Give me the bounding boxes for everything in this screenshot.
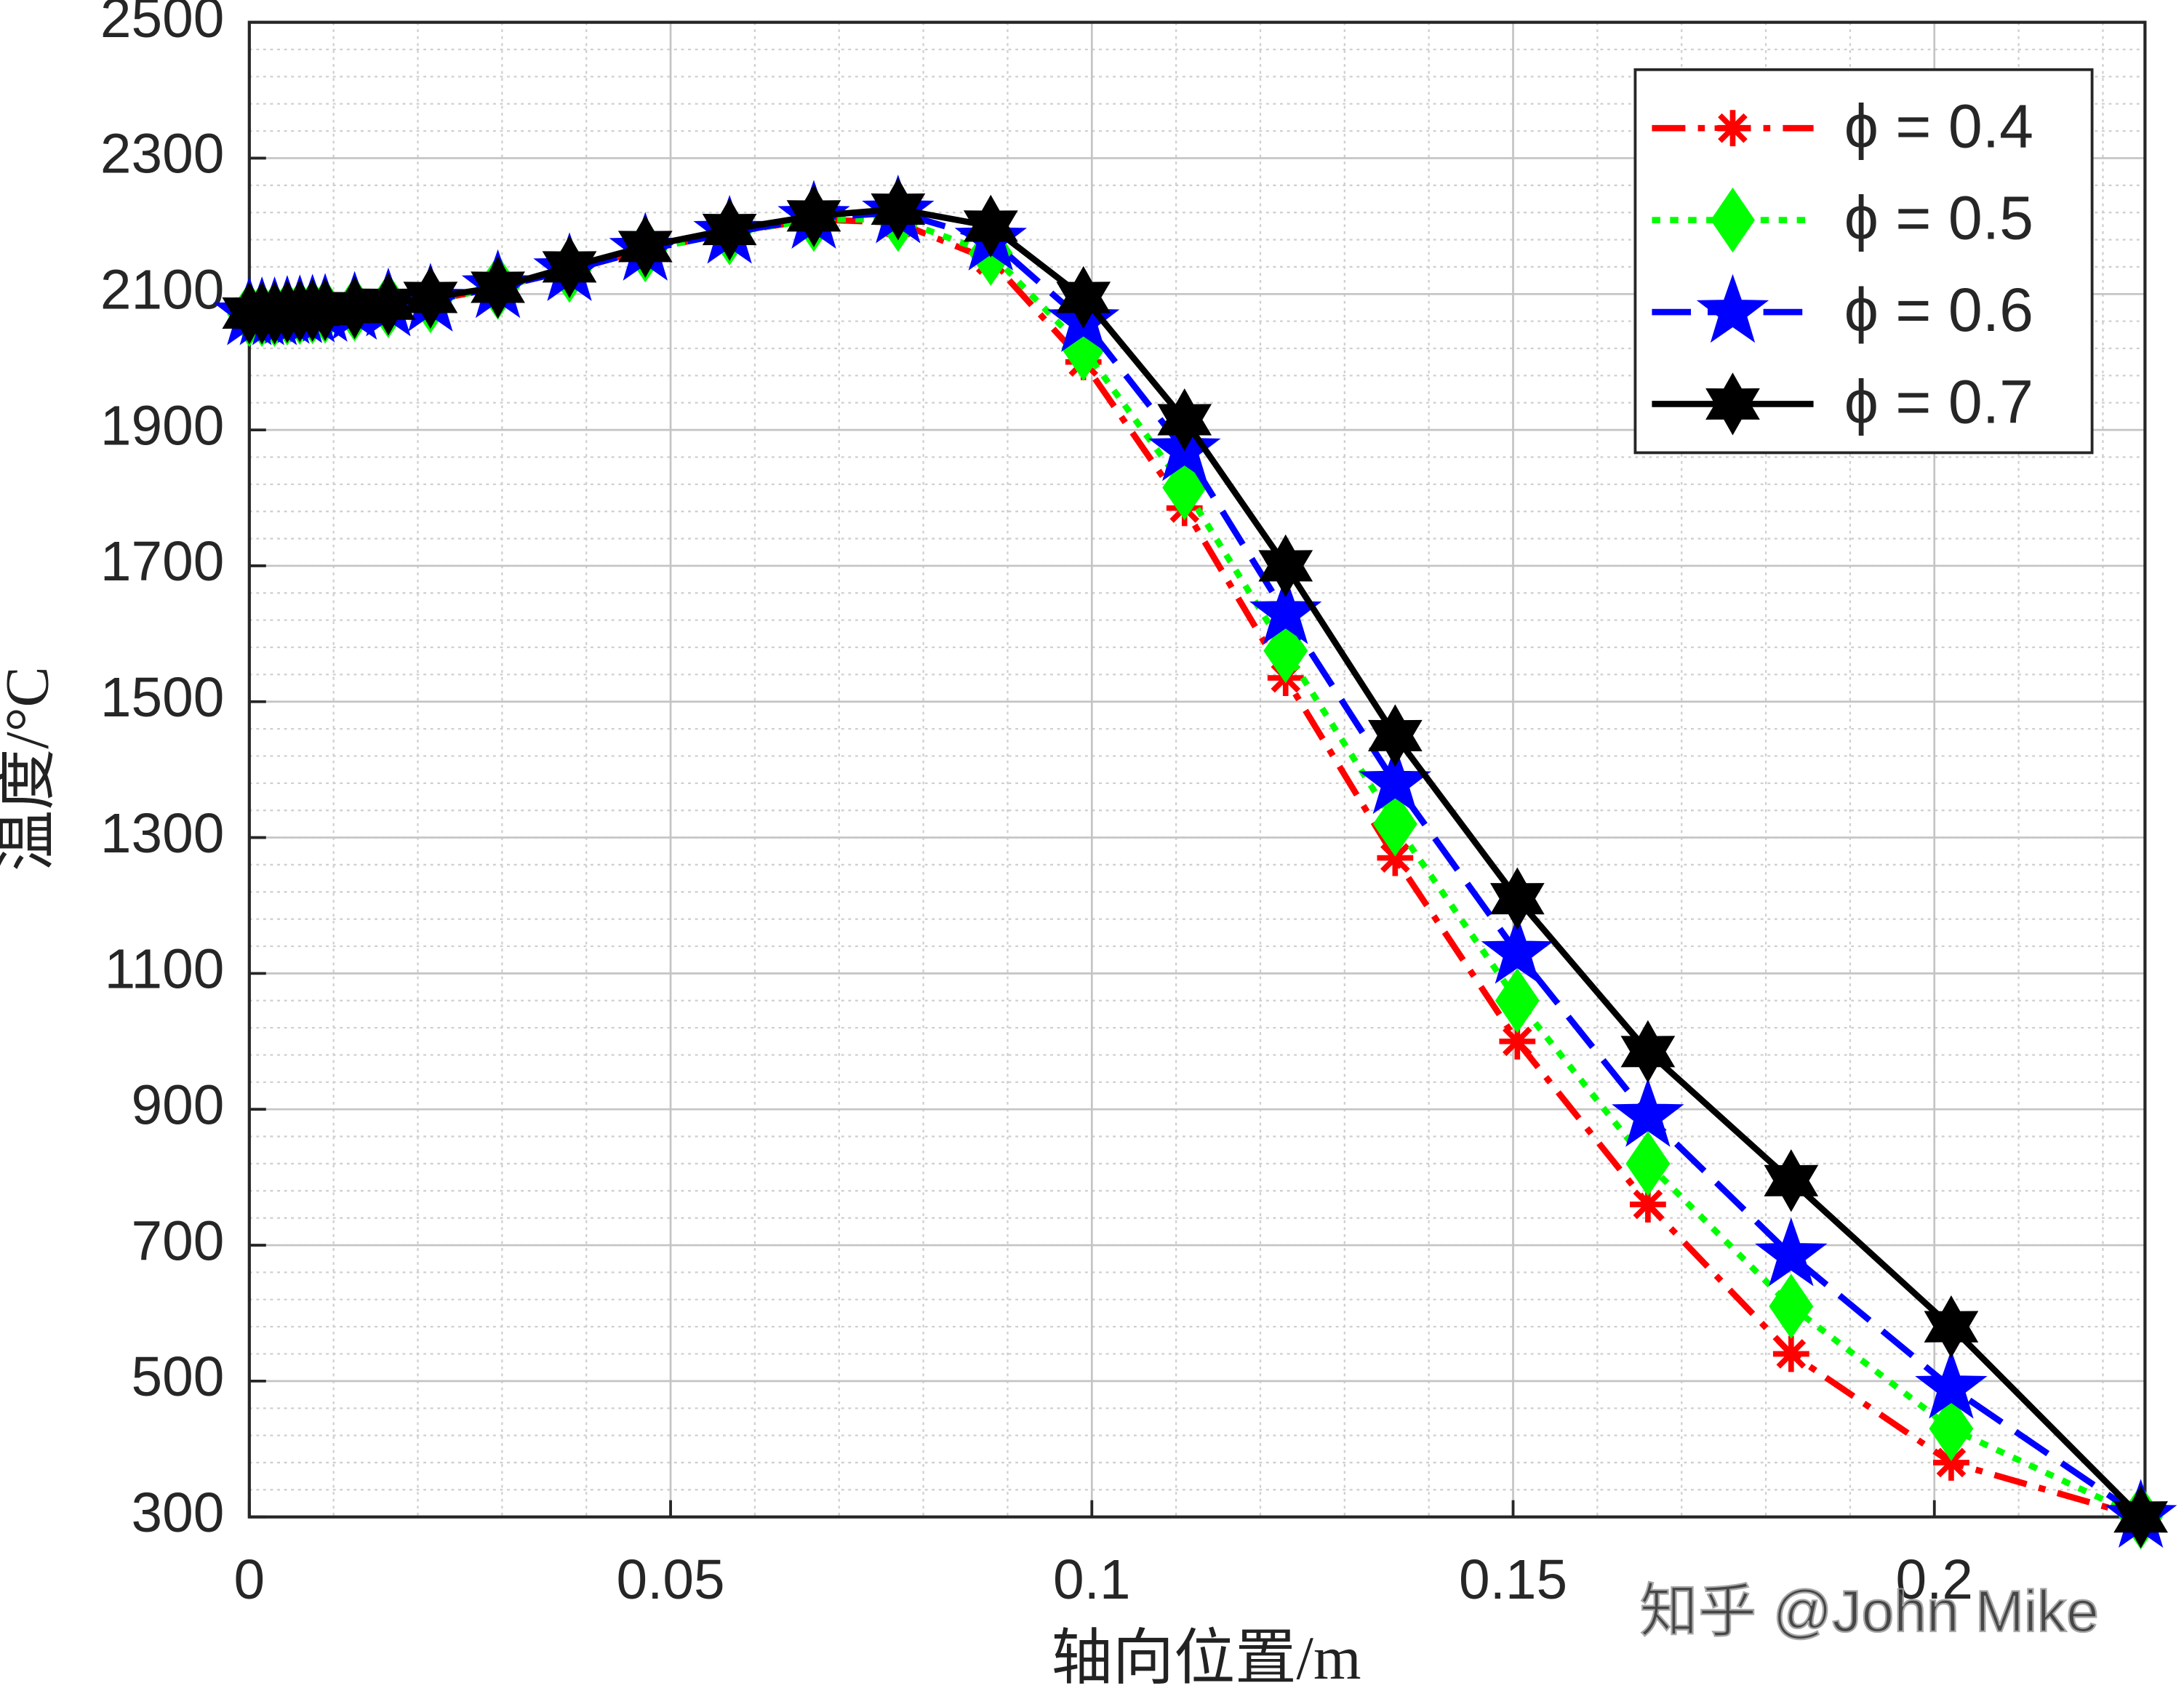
marker <box>1714 110 1751 147</box>
marker <box>1612 1078 1684 1147</box>
marker <box>1696 273 1769 343</box>
marker <box>542 235 597 299</box>
marker <box>1625 1131 1671 1196</box>
marker <box>871 177 926 241</box>
marker <box>1377 839 1414 876</box>
axes-box <box>247 20 2147 1519</box>
y-tick-label: 1700 <box>100 531 224 593</box>
legend-label: ϕ = 0.6 <box>1844 276 2033 344</box>
marker <box>403 265 458 329</box>
legend-label: ϕ = 0.4 <box>1844 92 2033 160</box>
y-tick-label: 1100 <box>105 939 225 1001</box>
y-tick-label: 500 <box>132 1346 225 1408</box>
marker <box>786 184 841 248</box>
marker <box>617 215 673 279</box>
marker <box>1924 1295 1979 1359</box>
y-tick-label: 2500 <box>100 0 224 49</box>
marker <box>1755 1217 1828 1287</box>
marker <box>1258 534 1313 598</box>
line <box>249 216 2143 1520</box>
marker <box>471 255 525 319</box>
y-tick-label: 300 <box>132 1482 225 1544</box>
marker <box>2113 1485 2168 1548</box>
marker <box>1933 1444 1969 1481</box>
marker <box>1769 1274 1814 1339</box>
y-tick-label: 1300 <box>100 803 224 865</box>
y-tick-label: 900 <box>132 1074 225 1136</box>
x-tick-label: 0.15 <box>1459 1549 1567 1611</box>
x-tick-label: 0.2 <box>1896 1549 1973 1611</box>
y-tick-label: 700 <box>132 1210 225 1272</box>
marker <box>1705 372 1760 436</box>
marker <box>1056 265 1111 329</box>
x-tick-label: 0 <box>234 1549 265 1611</box>
marker <box>702 198 757 261</box>
y-axis-label: 温度/°C <box>0 666 61 871</box>
marker <box>1772 1335 1809 1372</box>
watermark: 知乎 @John Mike <box>1639 1579 2098 1644</box>
marker <box>1620 1020 1676 1083</box>
marker <box>1499 1023 1536 1060</box>
marker <box>1489 867 1545 930</box>
legend-label: ϕ = 0.5 <box>1844 184 2033 252</box>
y-tick-label: 1900 <box>100 395 224 457</box>
y-tick-label: 2100 <box>100 260 224 321</box>
marker <box>1495 968 1540 1034</box>
x-axis-label: 轴向位置/m <box>1052 1625 1361 1692</box>
x-tick-label: 0.05 <box>617 1549 725 1611</box>
marker <box>1764 1149 1819 1212</box>
marker <box>1929 1396 1974 1461</box>
marker <box>1372 791 1417 857</box>
y-tick-label: 2300 <box>100 124 224 185</box>
x-tick-label: 0.1 <box>1053 1549 1130 1611</box>
marker <box>1481 915 1554 984</box>
marker <box>1629 1186 1666 1223</box>
legend: ϕ = 0.4 ϕ = 0.5 ϕ = 0.6 ϕ = 0.7 <box>1633 68 2094 455</box>
marker <box>1711 187 1755 253</box>
series <box>222 177 2168 1548</box>
marker <box>1367 704 1423 767</box>
marker <box>1915 1349 1988 1419</box>
marker <box>1157 388 1212 452</box>
y-tick-label: 1500 <box>100 667 224 729</box>
legend-label: ϕ = 0.7 <box>1844 368 2033 436</box>
marker <box>963 194 1018 258</box>
